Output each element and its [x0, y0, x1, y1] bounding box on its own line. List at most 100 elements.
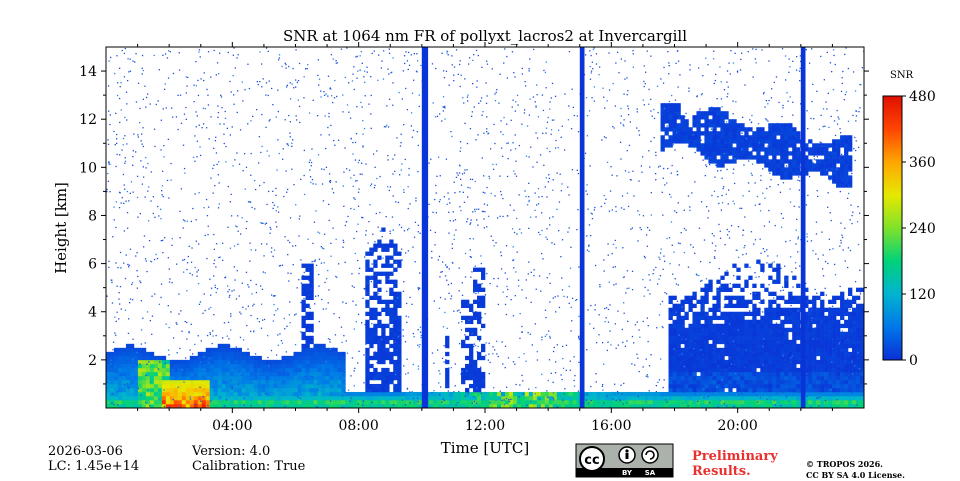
snr-cell	[249, 387, 254, 393]
snr-cell	[700, 399, 705, 405]
snr-cell	[784, 387, 789, 393]
snr-cell	[760, 399, 765, 405]
noise-dot	[620, 115, 622, 117]
snr-cell	[768, 327, 773, 333]
snr-cell	[684, 387, 689, 393]
snr-cell	[724, 123, 729, 128]
snr-cell	[688, 347, 693, 353]
noise-dot	[567, 231, 569, 233]
noise-dot	[249, 242, 251, 244]
snr-cell	[844, 159, 849, 164]
snr-cell	[301, 371, 306, 377]
snr-cell	[700, 371, 705, 377]
snr-cell	[229, 363, 234, 369]
snr-cell	[385, 391, 390, 397]
snr-cell	[393, 291, 398, 296]
noise-dot	[446, 266, 448, 268]
snr-cell	[309, 263, 314, 268]
snr-cell	[672, 347, 677, 353]
snr-cell	[784, 363, 789, 369]
noise-dot	[409, 203, 411, 205]
snr-cell	[233, 403, 238, 408]
noise-dot	[415, 200, 417, 202]
snr-cell	[700, 391, 705, 397]
snr-cell	[365, 383, 370, 389]
snr-cell	[445, 375, 450, 381]
noise-dot	[273, 295, 275, 297]
noise-dot	[139, 280, 141, 282]
noise-dot	[551, 242, 553, 244]
snr-cell	[704, 343, 709, 349]
snr-cell	[233, 399, 238, 405]
snr-cell	[437, 399, 442, 405]
snr-cell	[752, 135, 757, 140]
noise-dot	[797, 141, 800, 143]
snr-cell	[844, 135, 849, 140]
noise-dot	[641, 171, 643, 173]
noise-dot	[662, 326, 664, 329]
snr-cell	[604, 395, 609, 401]
snr-cell	[756, 351, 761, 357]
snr-cell	[301, 403, 306, 408]
noise-dot	[484, 391, 486, 394]
snr-cell	[329, 399, 334, 405]
snr-cell	[221, 371, 226, 377]
snr-cell	[688, 359, 693, 365]
snr-cell	[209, 359, 215, 365]
snr-cell	[856, 351, 861, 357]
snr-cell	[760, 363, 765, 369]
noise-dot	[298, 62, 301, 65]
noise-dot	[464, 169, 466, 171]
snr-cell	[728, 287, 733, 292]
noise-dot	[148, 220, 150, 222]
noise-dot	[200, 400, 202, 402]
snr-cell	[740, 319, 745, 325]
snr-cell	[106, 391, 111, 397]
snr-cell	[137, 379, 143, 385]
snr-cell	[732, 379, 737, 385]
noise-dot	[840, 132, 842, 134]
noise-dot	[677, 174, 679, 176]
snr-cell	[760, 155, 765, 160]
snr-cell	[281, 383, 286, 389]
snr-cell	[784, 147, 789, 152]
snr-cell	[377, 311, 382, 317]
noise-dot	[661, 191, 663, 193]
noise-dot	[535, 216, 537, 218]
snr-cell	[237, 359, 242, 365]
snr-cell	[317, 391, 322, 397]
snr-cell	[756, 155, 761, 160]
snr-cell	[744, 299, 749, 305]
snr-cell	[161, 367, 167, 373]
snr-cell	[676, 327, 681, 333]
snr-cell	[692, 131, 697, 136]
snr-cell	[373, 367, 378, 373]
noise-dot	[277, 139, 279, 141]
snr-cell	[393, 295, 398, 300]
snr-cell	[816, 351, 821, 357]
noise-dot	[611, 174, 613, 176]
noise-dot	[128, 264, 130, 266]
snr-cell	[836, 399, 841, 405]
snr-cell	[313, 395, 318, 401]
snr-cell	[237, 367, 242, 373]
snr-cell	[720, 159, 725, 164]
snr-cell	[788, 347, 793, 353]
snr-cell	[708, 395, 713, 401]
snr-cell	[748, 343, 753, 349]
noise-dot	[475, 292, 477, 295]
noise-dot	[168, 281, 171, 283]
noise-dot	[114, 144, 116, 146]
noise-dot	[642, 99, 644, 101]
snr-cell	[812, 303, 817, 309]
snr-cell	[245, 363, 250, 369]
snr-cell	[692, 391, 697, 397]
snr-cell	[784, 175, 789, 180]
snr-cell	[313, 371, 318, 377]
snr-cell	[704, 347, 709, 353]
snr-cell	[692, 387, 697, 393]
snr-cell	[640, 395, 645, 401]
snr-cell	[305, 323, 310, 329]
snr-cell	[788, 359, 793, 365]
snr-cell	[736, 139, 741, 144]
